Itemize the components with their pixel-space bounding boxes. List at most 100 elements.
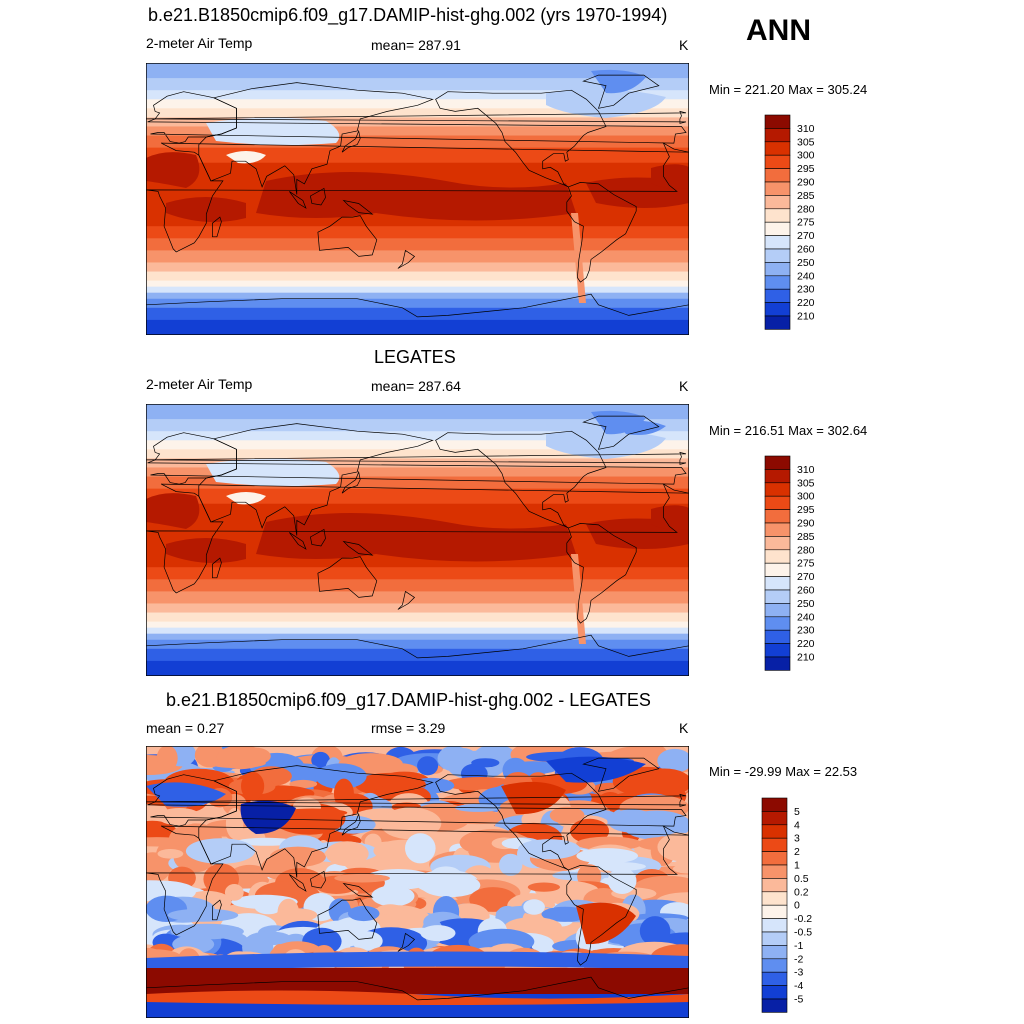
panel-1-minmax: Min = 221.20 Max = 305.24 <box>709 82 868 97</box>
colorbar-swatch <box>764 315 791 330</box>
colorbar-tick-label: 305 <box>797 136 815 148</box>
panel-3-colorbar: 54 32 10.50.2 0-0.2 -0.5-1-2 -3-4 -5 <box>761 797 812 1013</box>
panel-1-title: b.e21.B1850cmip6.f09_g17.DAMIP-hist-ghg.… <box>148 5 668 25</box>
colorbar-tick-label: 300 <box>797 491 815 503</box>
colorbar-tick-label: 280 <box>797 203 815 215</box>
colorbar-tick-label: -2 <box>794 953 803 965</box>
colorbar-tick-label: -5 <box>794 994 803 1006</box>
panel-1-variable-label: 2-meter Air Temp <box>146 35 253 51</box>
colorbar-tick-label: 310 <box>797 464 815 476</box>
colorbar-swatch <box>761 811 788 826</box>
panel-2-variable-label: 2-meter Air Temp <box>146 376 253 392</box>
panel-3-rmse-label: rmse = 3.29 <box>371 720 446 736</box>
colorbar-tick-label: 210 <box>797 311 815 323</box>
colorbar-swatch <box>764 576 791 591</box>
colorbar-swatch <box>764 221 791 236</box>
colorbar-tick-label: 275 <box>797 558 815 570</box>
colorbar-tick-label: 290 <box>797 177 815 189</box>
colorbar-tick-label: 275 <box>797 217 815 229</box>
colorbar-tick-label: 230 <box>797 284 815 296</box>
colorbar-swatch <box>764 495 791 510</box>
colorbar-swatch <box>764 616 791 631</box>
colorbar-tick-label: 310 <box>797 123 815 135</box>
colorbar-swatch <box>764 208 791 223</box>
colorbar-swatch <box>764 509 791 524</box>
panel-2-title: LEGATES <box>374 347 456 367</box>
colorbar-tick-label: 250 <box>797 257 815 269</box>
panel-1-mean-label: mean= 287.91 <box>371 37 461 53</box>
colorbar-swatch <box>764 154 791 169</box>
colorbar-swatch <box>764 248 791 263</box>
colorbar-swatch <box>764 141 791 156</box>
panel-3-minmax: Min = -29.99 Max = 22.53 <box>709 764 858 779</box>
colorbar-tick-label: 270 <box>797 571 815 583</box>
colorbar-tick-label: 260 <box>797 244 815 256</box>
colorbar-tick-label: 220 <box>797 638 815 650</box>
colorbar-tick-label: 305 <box>797 477 815 489</box>
colorbar-swatch <box>761 864 788 879</box>
colorbar-tick-label: 240 <box>797 270 815 282</box>
colorbar-swatch <box>761 958 788 973</box>
colorbar-swatch <box>764 482 791 497</box>
colorbar-swatch <box>761 878 788 893</box>
panel-2-map <box>146 404 689 676</box>
colorbar-swatch <box>764 656 791 671</box>
colorbar-tick-label: -0.5 <box>794 927 812 939</box>
colorbar-tick-label: 3 <box>794 833 800 845</box>
colorbar-tick-label: 4 <box>794 819 800 831</box>
panel-1-units-label: K <box>679 37 689 53</box>
colorbar-swatch <box>764 562 791 577</box>
colorbar-swatch <box>764 455 791 470</box>
colorbar-swatch <box>761 918 788 933</box>
colorbar-tick-label: 250 <box>797 598 815 610</box>
colorbar-swatch <box>764 522 791 537</box>
panel-1-colorbar: 3103053002952902852802752702602502402302… <box>764 114 815 330</box>
panel-2-colorbar: 3103053002952902852802752702602502402302… <box>764 455 815 671</box>
colorbar-tick-label: 230 <box>797 625 815 637</box>
colorbar-tick-label: 0 <box>794 900 800 912</box>
colorbar-swatch <box>764 114 791 129</box>
colorbar-swatch <box>761 797 788 812</box>
colorbar-tick-label: -0.2 <box>794 913 812 925</box>
colorbar-tick-label: 285 <box>797 531 815 543</box>
colorbar-swatch <box>761 904 788 919</box>
colorbar-tick-label: -3 <box>794 967 803 979</box>
colorbar-swatch <box>761 945 788 960</box>
colorbar-swatch <box>764 302 791 317</box>
colorbar-tick-label: 260 <box>797 585 815 597</box>
panel-2-minmax: Min = 216.51 Max = 302.64 <box>709 423 868 438</box>
colorbar-swatch <box>764 168 791 183</box>
panel-3-units-label: K <box>679 720 689 736</box>
colorbar-swatch <box>761 985 788 1000</box>
colorbar-swatch <box>764 589 791 604</box>
colorbar-swatch <box>764 643 791 658</box>
colorbar-swatch <box>761 891 788 906</box>
colorbar-swatch <box>764 549 791 564</box>
colorbar-tick-label: 0.2 <box>794 886 809 898</box>
colorbar-tick-label: 280 <box>797 544 815 556</box>
colorbar-tick-label: -1 <box>794 940 803 952</box>
colorbar-swatch <box>764 181 791 196</box>
panel-3-map <box>146 746 689 1018</box>
colorbar-swatch <box>764 128 791 143</box>
colorbar-tick-label: 295 <box>797 504 815 516</box>
panel-3-mean-label: mean = 0.27 <box>146 720 225 736</box>
season-label: ANN <box>746 14 811 47</box>
panel-2-units-label: K <box>679 378 689 394</box>
colorbar-swatch <box>764 195 791 210</box>
colorbar-swatch <box>764 469 791 484</box>
colorbar-swatch <box>761 851 788 866</box>
colorbar-tick-label: -4 <box>794 980 803 992</box>
colorbar-tick-label: 1 <box>794 860 800 872</box>
colorbar-swatch <box>764 288 791 303</box>
colorbar-swatch <box>764 536 791 551</box>
colorbar-tick-label: 300 <box>797 150 815 162</box>
colorbar-swatch <box>764 235 791 250</box>
colorbar-tick-label: 285 <box>797 190 815 202</box>
colorbar-swatch <box>764 275 791 290</box>
colorbar-swatch <box>761 971 788 986</box>
colorbar-swatch <box>764 603 791 618</box>
colorbar-tick-label: 295 <box>797 163 815 175</box>
colorbar-swatch <box>764 629 791 644</box>
colorbar-tick-label: 5 <box>794 806 800 818</box>
